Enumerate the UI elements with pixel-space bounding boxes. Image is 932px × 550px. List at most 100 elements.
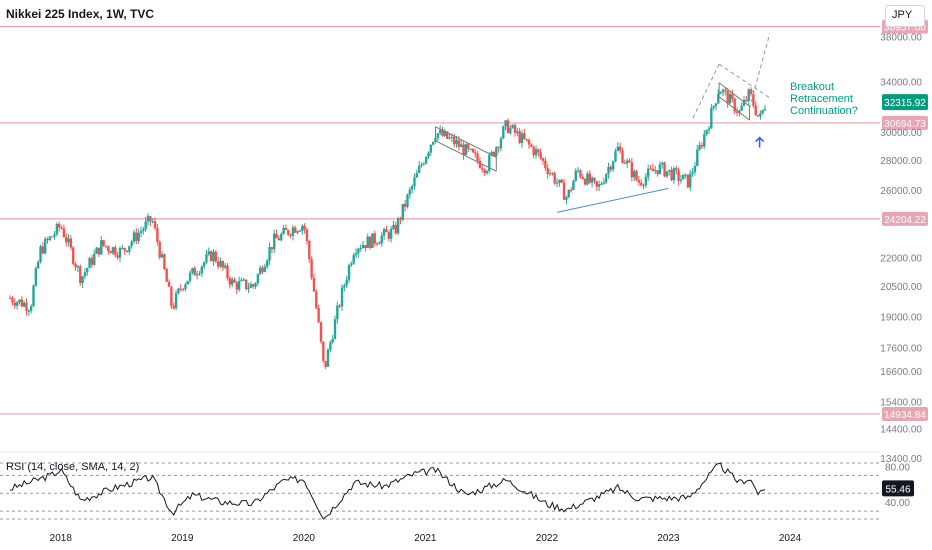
candle-down [123,248,126,251]
candle-down [261,267,264,272]
candle-up [747,89,750,101]
candle-down [179,288,182,290]
flag-2023-lower [718,96,750,121]
price-tick-label: 17600.00 [880,344,922,355]
candle-up [382,229,386,236]
candle-up [186,280,189,285]
candle-down [670,169,673,181]
candle-up [273,233,276,250]
rsi-tick-label: 40.00 [885,498,910,509]
candle-up [296,231,299,233]
candle-up [256,274,260,284]
candle-down [752,93,755,106]
candle-down [310,259,313,278]
candle-down [481,167,484,170]
candle-up [174,293,178,309]
level-label: 14934.84 [884,410,926,421]
candle-down [651,168,655,172]
candle-up [689,173,692,188]
candle-down [583,178,587,185]
candle-down [114,247,117,256]
candle-up [548,173,552,175]
support-trendline [556,187,669,213]
candle-down [754,105,757,116]
candle-down [252,284,255,287]
candle-up [345,279,348,286]
candle-up [263,266,267,272]
candle-up [177,288,180,294]
candle-down [595,181,598,187]
candle-up [602,182,605,184]
currency-button[interactable]: JPY [885,5,925,27]
candle-up [331,338,334,343]
candle-up [83,272,87,277]
candle-up [39,246,42,262]
candle-down [364,245,367,248]
candle-down [663,162,666,177]
candle-up [438,129,442,134]
candle-up [380,235,383,244]
candle-up [424,156,428,164]
candle-down [163,254,166,270]
candle-up [268,247,271,261]
candle-up [668,169,671,172]
candle-up [647,168,650,177]
candle-down [170,286,173,307]
currency-label: JPY [892,9,913,21]
candle-down [541,158,545,161]
candle-up [672,168,676,181]
candle-up [352,255,355,264]
last-price-bg [882,94,928,111]
candle-down [513,125,517,133]
candle-down [467,144,470,149]
candle-down [156,227,159,242]
candle-down [637,180,641,183]
candle-up [742,99,746,106]
candle-up [366,236,369,248]
candle-down [165,269,168,282]
candle-down [153,221,157,228]
rsi-pane: RSI (14, close, SMA, 14, 2) 80.00 40.00 55.… [0,461,914,520]
candle-up [504,120,507,127]
candle-up [565,197,568,200]
candle-up [520,133,524,143]
candle-up [511,125,514,128]
candle-down [275,233,278,239]
candle-up [132,232,136,242]
candle-down [305,229,309,242]
candle-down [193,268,196,276]
candle-up [43,239,47,254]
candle-up [121,248,124,250]
candle-up [212,251,215,262]
candle-up [644,176,648,186]
annotation-line-3: Continuation? [790,105,858,117]
level-label-bg [882,211,928,226]
candle-up [558,179,561,183]
candle-up [230,279,234,285]
candle-up [326,349,330,367]
candle-up [27,310,31,312]
candle-down [525,138,528,140]
candle-up [249,284,253,288]
rsi-tick-label: 80.00 [885,462,910,473]
candle-down [221,261,225,268]
candle-down [11,298,14,303]
candle-down [593,177,596,182]
horizontal-levels: 38957.00 30694.73 24204.22 14934.84 [0,19,928,421]
candle-up [198,273,201,275]
candle-down [308,241,311,260]
candle-up [534,149,538,156]
candle-up [614,151,617,162]
candle-down [588,173,591,183]
candle-down [135,232,138,241]
candle-up [139,231,143,234]
candle-down [471,148,475,153]
candle-up [408,189,412,195]
candle-down [20,299,24,307]
drawings [435,33,771,213]
candle-up [490,151,493,155]
candle-down [387,232,390,239]
candle-down [289,234,292,236]
